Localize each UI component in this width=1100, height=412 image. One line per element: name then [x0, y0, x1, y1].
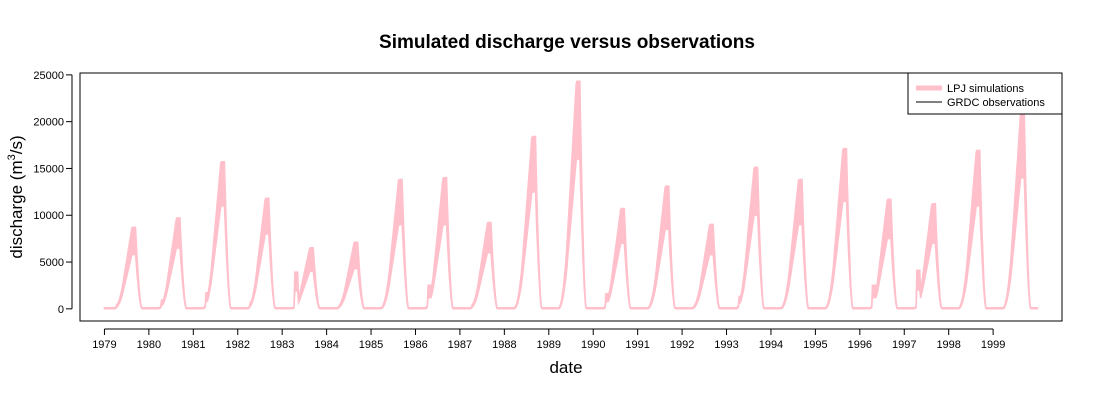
legend-box [907, 72, 1063, 115]
y-axis-label: discharge (m3/s) [6, 135, 26, 258]
simulation-band-1989 [548, 80, 594, 310]
simulation-band-1979 [103, 226, 150, 310]
x-tick-label: 1984 [314, 339, 338, 351]
plot-frame [79, 72, 1063, 322]
x-tick-label: 1988 [492, 339, 516, 351]
y-tick-label: 5000 [40, 257, 64, 269]
x-tick-label: 1997 [892, 339, 916, 351]
x-tick-label: 1996 [848, 339, 872, 351]
simulation-band-1997 [903, 203, 950, 310]
x-tick-label: 1986 [403, 339, 427, 351]
simulation-band-1986 [414, 176, 461, 310]
x-axis: 1979 1980 1981 1982 1983 1984 1985 1986 1987 1988… [92, 328, 1005, 351]
y-tick-label: 15000 [33, 163, 64, 175]
simulation-band-1983 [281, 247, 328, 310]
simulation-band-1998 [947, 149, 994, 310]
x-tick-label: 1995 [803, 339, 827, 351]
x-tick-label: 1979 [92, 339, 116, 351]
x-tick-label: 1993 [714, 339, 738, 351]
x-tick-label: 1990 [581, 339, 605, 351]
simulation-band-1988 [503, 135, 550, 310]
x-tick-label: 1987 [448, 339, 472, 351]
legend-label-lpj: LPJ simulations [947, 83, 1025, 95]
legend-label-grdc: GRDC observations [947, 97, 1045, 109]
simulation-band-1991 [636, 185, 683, 310]
y-tick-label: 25000 [33, 70, 64, 82]
simulation-band-1980 [148, 217, 195, 310]
y-axis-label-main: discharge (m [7, 160, 26, 258]
y-axis-label-superscript: 3 [6, 154, 18, 160]
x-tick-label: 1991 [625, 339, 649, 351]
x-tick-label: 1999 [981, 339, 1005, 351]
y-tick-label: 20000 [33, 117, 64, 129]
simulation-band-1994 [770, 178, 817, 310]
x-tick-label: 1992 [670, 339, 694, 351]
simulation-band-1990 [592, 207, 639, 310]
x-tick-label: 1989 [537, 339, 561, 351]
simulation-band-1984 [325, 241, 372, 310]
y-tick-label: 0 [58, 304, 64, 316]
chart-title: Simulated discharge versus observations [379, 32, 755, 53]
simulation-band-1982 [236, 197, 283, 310]
simulation-band-1992 [681, 223, 728, 310]
simulation-band-1996 [859, 198, 906, 310]
y-axis: 0 5000 10000 15000 20000 25000 [33, 70, 73, 316]
simulation-band-1987 [459, 221, 506, 310]
simulation-band-1995 [814, 147, 861, 310]
simulation-band-1993 [725, 166, 772, 310]
x-tick-label: 1998 [936, 339, 960, 351]
simulation-band-1985 [370, 178, 417, 310]
legend: LPJ simulations GRDC observations [907, 72, 1063, 115]
simulation-band-1999 [992, 110, 1039, 310]
y-tick-label: 10000 [33, 210, 64, 222]
x-tick-label: 1982 [225, 339, 249, 351]
x-tick-label: 1983 [270, 339, 294, 351]
x-axis-label: date [549, 358, 582, 377]
x-tick-label: 1980 [137, 339, 161, 351]
simulation-band-1981 [192, 160, 239, 310]
simulation-band [103, 80, 1039, 310]
y-axis-label-tail: /s) [7, 135, 26, 154]
x-tick-label: 1981 [181, 339, 205, 351]
x-tick-label: 1994 [759, 339, 783, 351]
x-tick-label: 1985 [359, 339, 383, 351]
